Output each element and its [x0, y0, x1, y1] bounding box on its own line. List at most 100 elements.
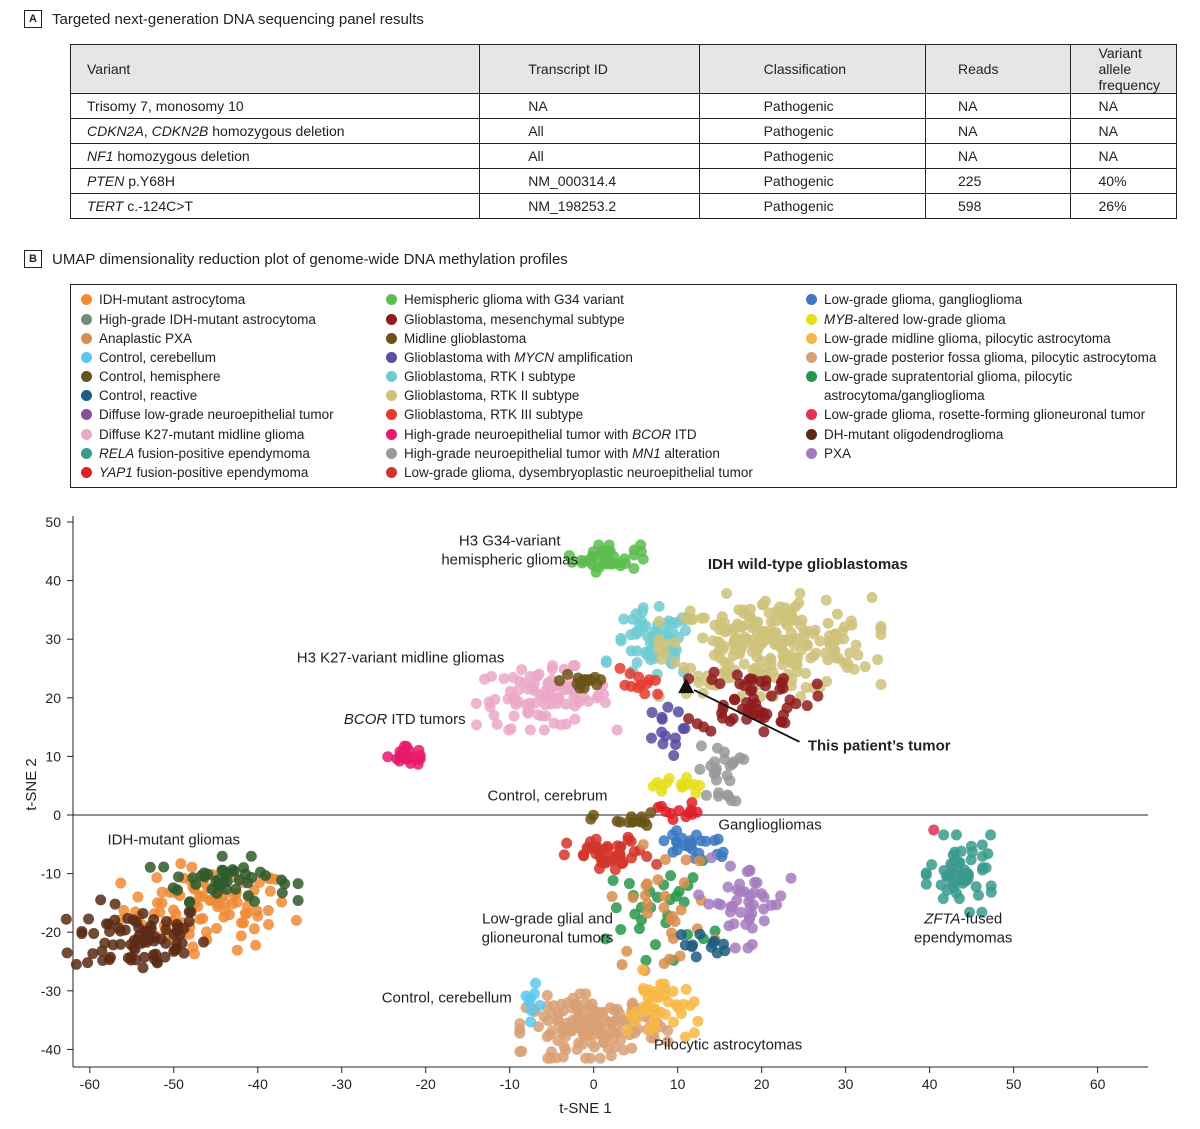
data-point	[966, 846, 978, 858]
data-point	[950, 887, 962, 899]
data-point	[107, 939, 119, 951]
table-row: NF1 homozygous deletion All Pathogenic NA NA	[69, 143, 1178, 169]
data-point	[690, 951, 702, 963]
data-point	[639, 688, 651, 700]
data-point	[641, 907, 653, 919]
data-point	[543, 1029, 555, 1041]
data-point	[693, 855, 705, 867]
cell-variant: CDKN2A, CDKN2B homozygous deletion	[69, 118, 481, 144]
data-point	[144, 861, 156, 873]
data-point	[850, 639, 862, 651]
data-point	[635, 679, 647, 691]
data-point	[159, 951, 171, 963]
legend-color-dot	[806, 294, 817, 305]
data-point	[642, 898, 654, 910]
variant-description: Trisomy 7, monosomy 10	[87, 98, 244, 114]
data-point	[555, 719, 567, 731]
data-point	[805, 652, 817, 664]
legend-label-text: DH-mutant oligodendroglioma	[824, 427, 1004, 442]
legend-color-dot	[81, 352, 92, 363]
data-point	[382, 751, 394, 763]
legend-label-text: PXA	[824, 446, 852, 461]
data-point	[609, 1015, 621, 1027]
data-point	[641, 649, 653, 661]
data-point	[722, 881, 734, 893]
annotation-line: Pilocytic astrocytomas	[654, 1036, 802, 1053]
y-tick-label: 40	[45, 573, 61, 589]
data-point	[217, 864, 229, 876]
data-point	[740, 918, 752, 930]
legend-entry: High-grade IDH-mutant astrocytoma	[81, 310, 459, 329]
data-point	[198, 936, 210, 948]
data-point	[652, 874, 664, 886]
legend-entry: High-grade neuroepithelial tumor with BC…	[386, 425, 764, 444]
data-point	[600, 656, 612, 668]
data-point	[552, 692, 564, 704]
data-point	[687, 872, 699, 884]
legend-entry: Anaplastic PXA	[81, 329, 459, 348]
cell-variant: NF1 homozygous deletion	[69, 143, 481, 169]
data-point	[154, 906, 166, 918]
data-point	[590, 833, 602, 845]
legend-label: High-grade neuroepithelial tumor with MN…	[404, 444, 764, 463]
legend-label-gene: MYB	[824, 311, 854, 327]
data-point	[290, 914, 302, 926]
data-point	[667, 1016, 679, 1028]
cell-classification: Pathogenic	[698, 118, 927, 144]
data-point	[221, 875, 233, 887]
data-point	[609, 864, 621, 876]
legend-label-gene: BCOR	[632, 427, 672, 442]
data-point	[724, 860, 736, 872]
annotation-line: Control, cerebrum	[487, 787, 607, 804]
panel-b-heading: B UMAP dimensionality reduction plot of …	[24, 250, 568, 268]
data-point	[231, 944, 243, 956]
data-point	[82, 957, 94, 969]
legend-color-dot	[806, 352, 817, 363]
data-point	[693, 889, 705, 901]
data-point	[561, 837, 573, 849]
legend-color-dot	[386, 313, 397, 325]
data-point	[717, 622, 729, 634]
data-point	[206, 883, 218, 895]
data-point	[524, 670, 536, 682]
data-point	[694, 763, 706, 775]
x-tick-label: 50	[1006, 1076, 1022, 1092]
table-row: PTEN p.Y68H NM_000314.4 Pathogenic 225 40%	[69, 168, 1178, 194]
data-point	[641, 850, 653, 862]
data-point	[610, 902, 622, 914]
col-header-transcript: Transcript ID	[479, 44, 700, 94]
data-point	[599, 933, 611, 945]
data-point	[76, 926, 88, 938]
data-point	[691, 718, 703, 730]
data-point	[937, 893, 949, 905]
variant-description: p.Y68H	[124, 173, 175, 189]
x-tick-label: 40	[922, 1076, 938, 1092]
data-point	[627, 816, 639, 828]
x-tick-label: 20	[754, 1076, 770, 1092]
data-point	[659, 854, 671, 866]
data-point	[758, 726, 770, 738]
y-tick-label: -40	[41, 1041, 61, 1057]
data-point	[938, 829, 950, 841]
legend-color-dot	[386, 467, 397, 478]
data-point	[722, 789, 734, 801]
annotation-line: Control, cerebellum	[382, 990, 512, 1007]
data-point	[87, 948, 99, 960]
data-point	[711, 742, 723, 754]
data-point	[508, 693, 520, 705]
legend-entry: Glioblastoma, mesenchymal subtype	[386, 310, 764, 329]
legend-label: RELA fusion-positive ependymoma	[99, 444, 459, 463]
legend-label-text: Glioblastoma, RTK II subtype	[404, 388, 580, 403]
data-point	[505, 723, 517, 735]
data-point	[600, 697, 612, 709]
legend-entry: MYB-altered low-grade glioma	[806, 310, 1164, 329]
legend-color-dot	[806, 429, 817, 440]
data-point	[682, 778, 694, 790]
data-point	[279, 878, 291, 890]
data-point	[712, 647, 724, 659]
legend-color-dot	[81, 467, 92, 478]
data-point	[158, 861, 170, 873]
data-point	[667, 813, 679, 825]
data-point	[615, 632, 627, 644]
variant-description: homozygous deletion	[208, 123, 345, 139]
